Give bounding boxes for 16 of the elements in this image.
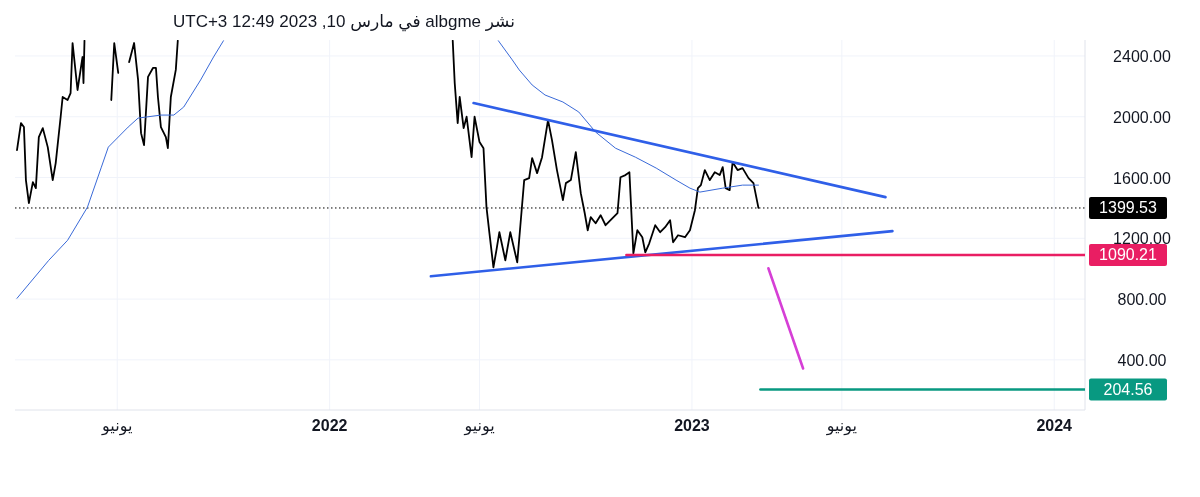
x-tick-label: 2024 [1036,417,1073,434]
x-tick-label: يونيو [463,417,495,436]
data-label: 204.56 [1103,381,1153,399]
y-tick-label: 400.00 [1117,351,1167,369]
y-tick-label: 2000.00 [1113,108,1172,126]
y-tick-label: 1600.00 [1113,169,1172,187]
x-tick-label: 2022 [311,417,348,434]
x-tick-label: يونيو [101,417,133,436]
chart-title: نشر albgme في مارس 10, 2023 12:49 UTC+3 [172,12,515,32]
y-tick-label: 800.00 [1117,291,1167,309]
x-tick-label: 2023 [674,417,710,434]
ref-line-label: 1399.53 [1099,199,1158,217]
data-label: 1090.21 [1099,246,1158,264]
y-tick-label: 2400.00 [1113,47,1172,65]
y-tick-label: 1200.00 [1113,230,1172,248]
x-tick-label: يونيو [825,417,857,436]
